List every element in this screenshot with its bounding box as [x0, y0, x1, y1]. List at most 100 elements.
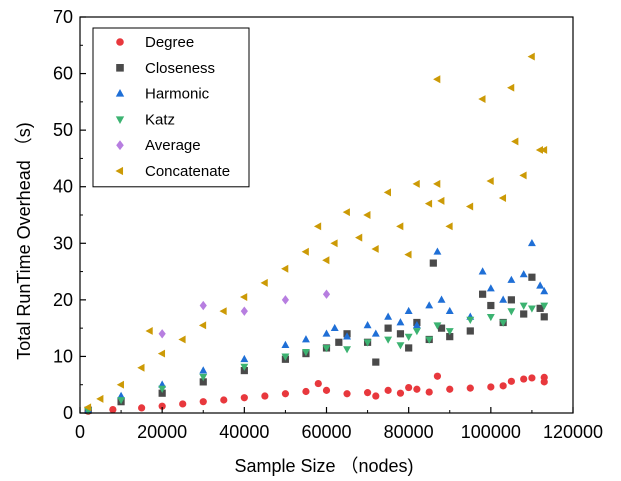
- legend-marker-average: [116, 140, 124, 151]
- katz-point: [343, 346, 352, 354]
- degree-point: [322, 386, 331, 394]
- y-tick-label: 40: [53, 177, 73, 197]
- series-katz: [84, 302, 549, 416]
- closeness-point: [405, 344, 413, 352]
- katz-point: [281, 353, 290, 361]
- concatenate-point: [511, 137, 519, 146]
- x-tick-label: 40000: [219, 422, 269, 442]
- legend: Degree Closeness Harmonic Katz Average Concat…: [92, 27, 250, 188]
- legend-marker-closeness: [116, 64, 124, 72]
- series-closeness: [84, 259, 548, 414]
- legend-label-concatenate: Concatenate: [145, 163, 230, 180]
- closeness-point: [372, 358, 380, 366]
- harmonic-point: [281, 340, 290, 348]
- x-tick-label: 20000: [137, 422, 187, 442]
- concatenate-point: [465, 202, 474, 211]
- harmonic-point: [507, 275, 516, 283]
- katz-point: [527, 305, 536, 313]
- concatenate-point: [535, 145, 544, 154]
- legend-marker-katz: [115, 116, 125, 124]
- harmonic-point: [330, 323, 339, 332]
- legend-marker-concatenate: [115, 166, 124, 176]
- concatenate-point: [313, 222, 322, 231]
- x-tick-label: 120000: [543, 422, 603, 442]
- harmonic-point: [536, 281, 545, 289]
- x-tick-label: 60000: [301, 422, 351, 442]
- average-point: [322, 289, 331, 299]
- concatenate-point: [539, 145, 548, 154]
- series-concatenate: [83, 52, 548, 412]
- concatenate-point: [178, 335, 186, 344]
- degree-point: [540, 373, 548, 381]
- concatenate-point: [137, 363, 145, 372]
- closeness-point: [429, 259, 437, 267]
- harmonic-point: [437, 295, 446, 303]
- average-point: [199, 300, 207, 311]
- degree-point: [466, 384, 474, 392]
- degree-point: [384, 386, 392, 394]
- katz-point: [404, 333, 413, 341]
- closeness-point: [466, 327, 474, 335]
- harmonic-point: [301, 335, 310, 343]
- closeness-point: [536, 304, 544, 312]
- katz-point: [301, 349, 310, 357]
- katz-point: [433, 322, 442, 330]
- legend-marker-degree: [116, 38, 124, 46]
- y-tick-label: 20: [53, 290, 73, 310]
- katz-point: [158, 385, 167, 393]
- concatenate-point: [478, 95, 486, 103]
- concatenate-point: [355, 233, 363, 242]
- harmonic-point: [322, 329, 331, 337]
- harmonic-point: [199, 366, 208, 374]
- degree-point: [199, 398, 207, 406]
- degree-point: [240, 394, 248, 402]
- series-harmonic: [84, 238, 549, 414]
- legend-marker-harmonic: [115, 89, 125, 97]
- x-tick-label: 80000: [384, 422, 434, 442]
- closeness-point: [528, 273, 536, 281]
- degree-point: [499, 382, 507, 390]
- average-point: [158, 329, 166, 339]
- degree-point: [520, 375, 528, 383]
- katz-point: [519, 302, 528, 310]
- harmonic-point: [486, 284, 495, 292]
- harmonic-point: [363, 320, 372, 329]
- harmonic-point: [384, 312, 393, 320]
- closeness-point: [396, 330, 405, 338]
- harmonic-point: [499, 295, 508, 303]
- harmonic-point: [519, 270, 528, 278]
- concatenate-point: [433, 75, 441, 84]
- katz-point: [486, 313, 495, 322]
- x-tick-label: 100000: [461, 422, 521, 442]
- concatenate-point: [445, 222, 453, 231]
- concatenate-point: [412, 179, 420, 188]
- concatenate-point: [498, 194, 507, 202]
- concatenate-point: [396, 222, 404, 231]
- legend-label-harmonic: Harmonic: [145, 86, 210, 103]
- concatenate-point: [527, 52, 535, 61]
- concatenate-point: [437, 196, 445, 205]
- degree-point: [109, 406, 117, 414]
- katz-point: [363, 339, 372, 347]
- concatenate-point: [240, 293, 248, 301]
- average-point: [281, 295, 290, 305]
- concatenate-point: [145, 327, 153, 335]
- legend-label-average: Average: [145, 137, 201, 154]
- harmonic-point: [425, 301, 434, 309]
- degree-point: [507, 377, 515, 385]
- katz-point: [425, 336, 434, 344]
- degree-point: [363, 389, 372, 397]
- closeness-point: [507, 296, 515, 304]
- closeness-point: [199, 378, 207, 386]
- closeness-point: [384, 324, 392, 332]
- concatenate-point: [507, 83, 515, 92]
- concatenate-point: [371, 244, 379, 253]
- concatenate-point: [363, 211, 371, 219]
- concatenate-point: [96, 394, 104, 403]
- plot-points: [83, 52, 549, 416]
- degree-point: [302, 387, 310, 396]
- degree-point: [179, 400, 187, 408]
- concatenate-point: [404, 250, 412, 259]
- closeness-point: [446, 333, 454, 341]
